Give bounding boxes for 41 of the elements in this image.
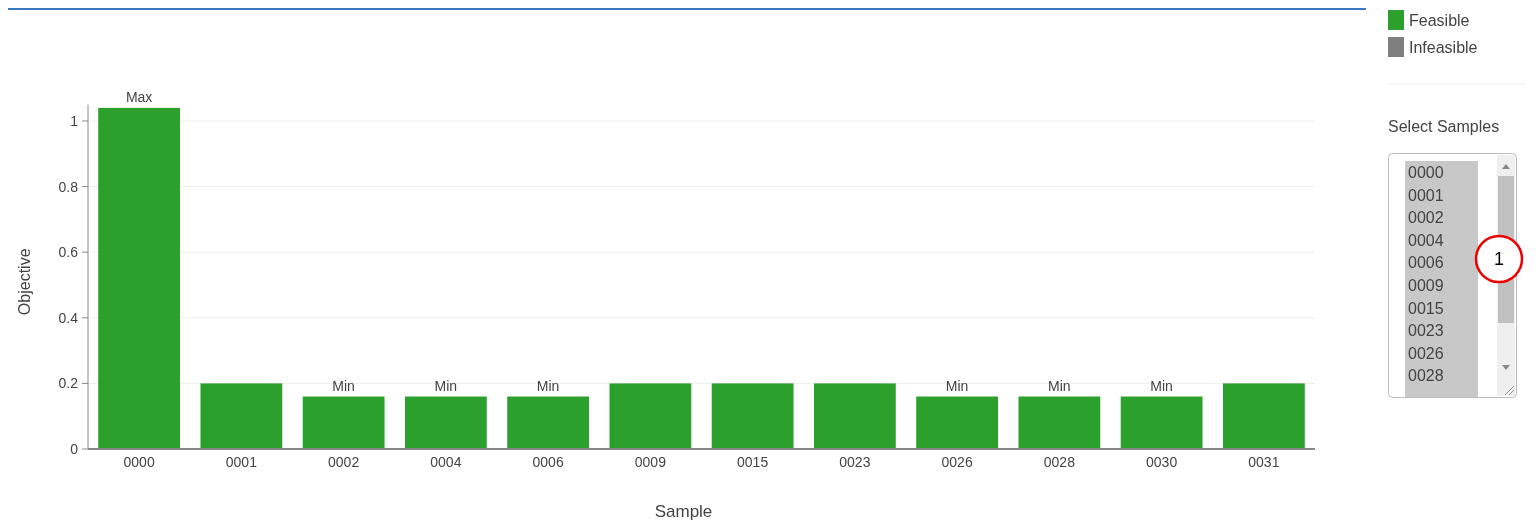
- legend-label: Feasible: [1409, 11, 1470, 29]
- annotation: Min: [536, 377, 560, 394]
- x-tick-label: 0004: [430, 454, 462, 470]
- category-label: 0015: [1408, 299, 1444, 317]
- category-label: 0002: [1408, 209, 1444, 227]
- text: Select Samples: [1388, 118, 1500, 135]
- x-tick-label: 0031: [1248, 454, 1280, 470]
- y-tick-label: 0.8: [58, 178, 79, 195]
- annotation: Min: [1150, 377, 1173, 394]
- annotation: Min: [332, 377, 355, 394]
- y-tick-label: 0.6: [58, 244, 79, 261]
- annotation: Min: [434, 377, 458, 394]
- y-tick-label: 1: [70, 112, 79, 129]
- y-tick-label: 0.2: [58, 375, 79, 392]
- x-tick-label: 0000: [123, 454, 155, 470]
- annotation: Max: [125, 88, 153, 105]
- x-tick-label: 0028: [1043, 454, 1076, 470]
- y-axis-title: Objective: [16, 248, 33, 316]
- x-axis-title: Sample: [654, 502, 713, 521]
- x-tick-label: 0006: [532, 454, 564, 470]
- x-tick-label: 0009: [634, 454, 667, 470]
- y-tick-label: 0: [70, 440, 79, 457]
- x-tick-label: 0030: [1146, 454, 1178, 470]
- category-label: 0009: [1408, 277, 1444, 294]
- category-label: 0000: [1408, 164, 1444, 181]
- text: 1: [1493, 249, 1505, 270]
- category-label: 0001: [1408, 186, 1444, 204]
- category-label: 0026: [1408, 344, 1444, 362]
- annotation: Min: [1048, 377, 1071, 394]
- x-tick-label: 0026: [941, 454, 973, 470]
- y-tick-label: 0.4: [58, 309, 79, 326]
- category-label: 0004: [1408, 231, 1444, 249]
- category-label: 0006: [1408, 254, 1444, 272]
- x-tick-label: 0015: [737, 454, 769, 470]
- x-tick-label: 0023: [839, 454, 871, 470]
- x-tick-label: 0002: [328, 454, 360, 470]
- x-tick-label: 0001: [225, 454, 258, 470]
- category-label: 0023: [1408, 322, 1444, 340]
- annotation: Min: [945, 377, 969, 394]
- category-label: 0028: [1408, 367, 1444, 385]
- legend-label: Infeasible: [1409, 38, 1478, 56]
